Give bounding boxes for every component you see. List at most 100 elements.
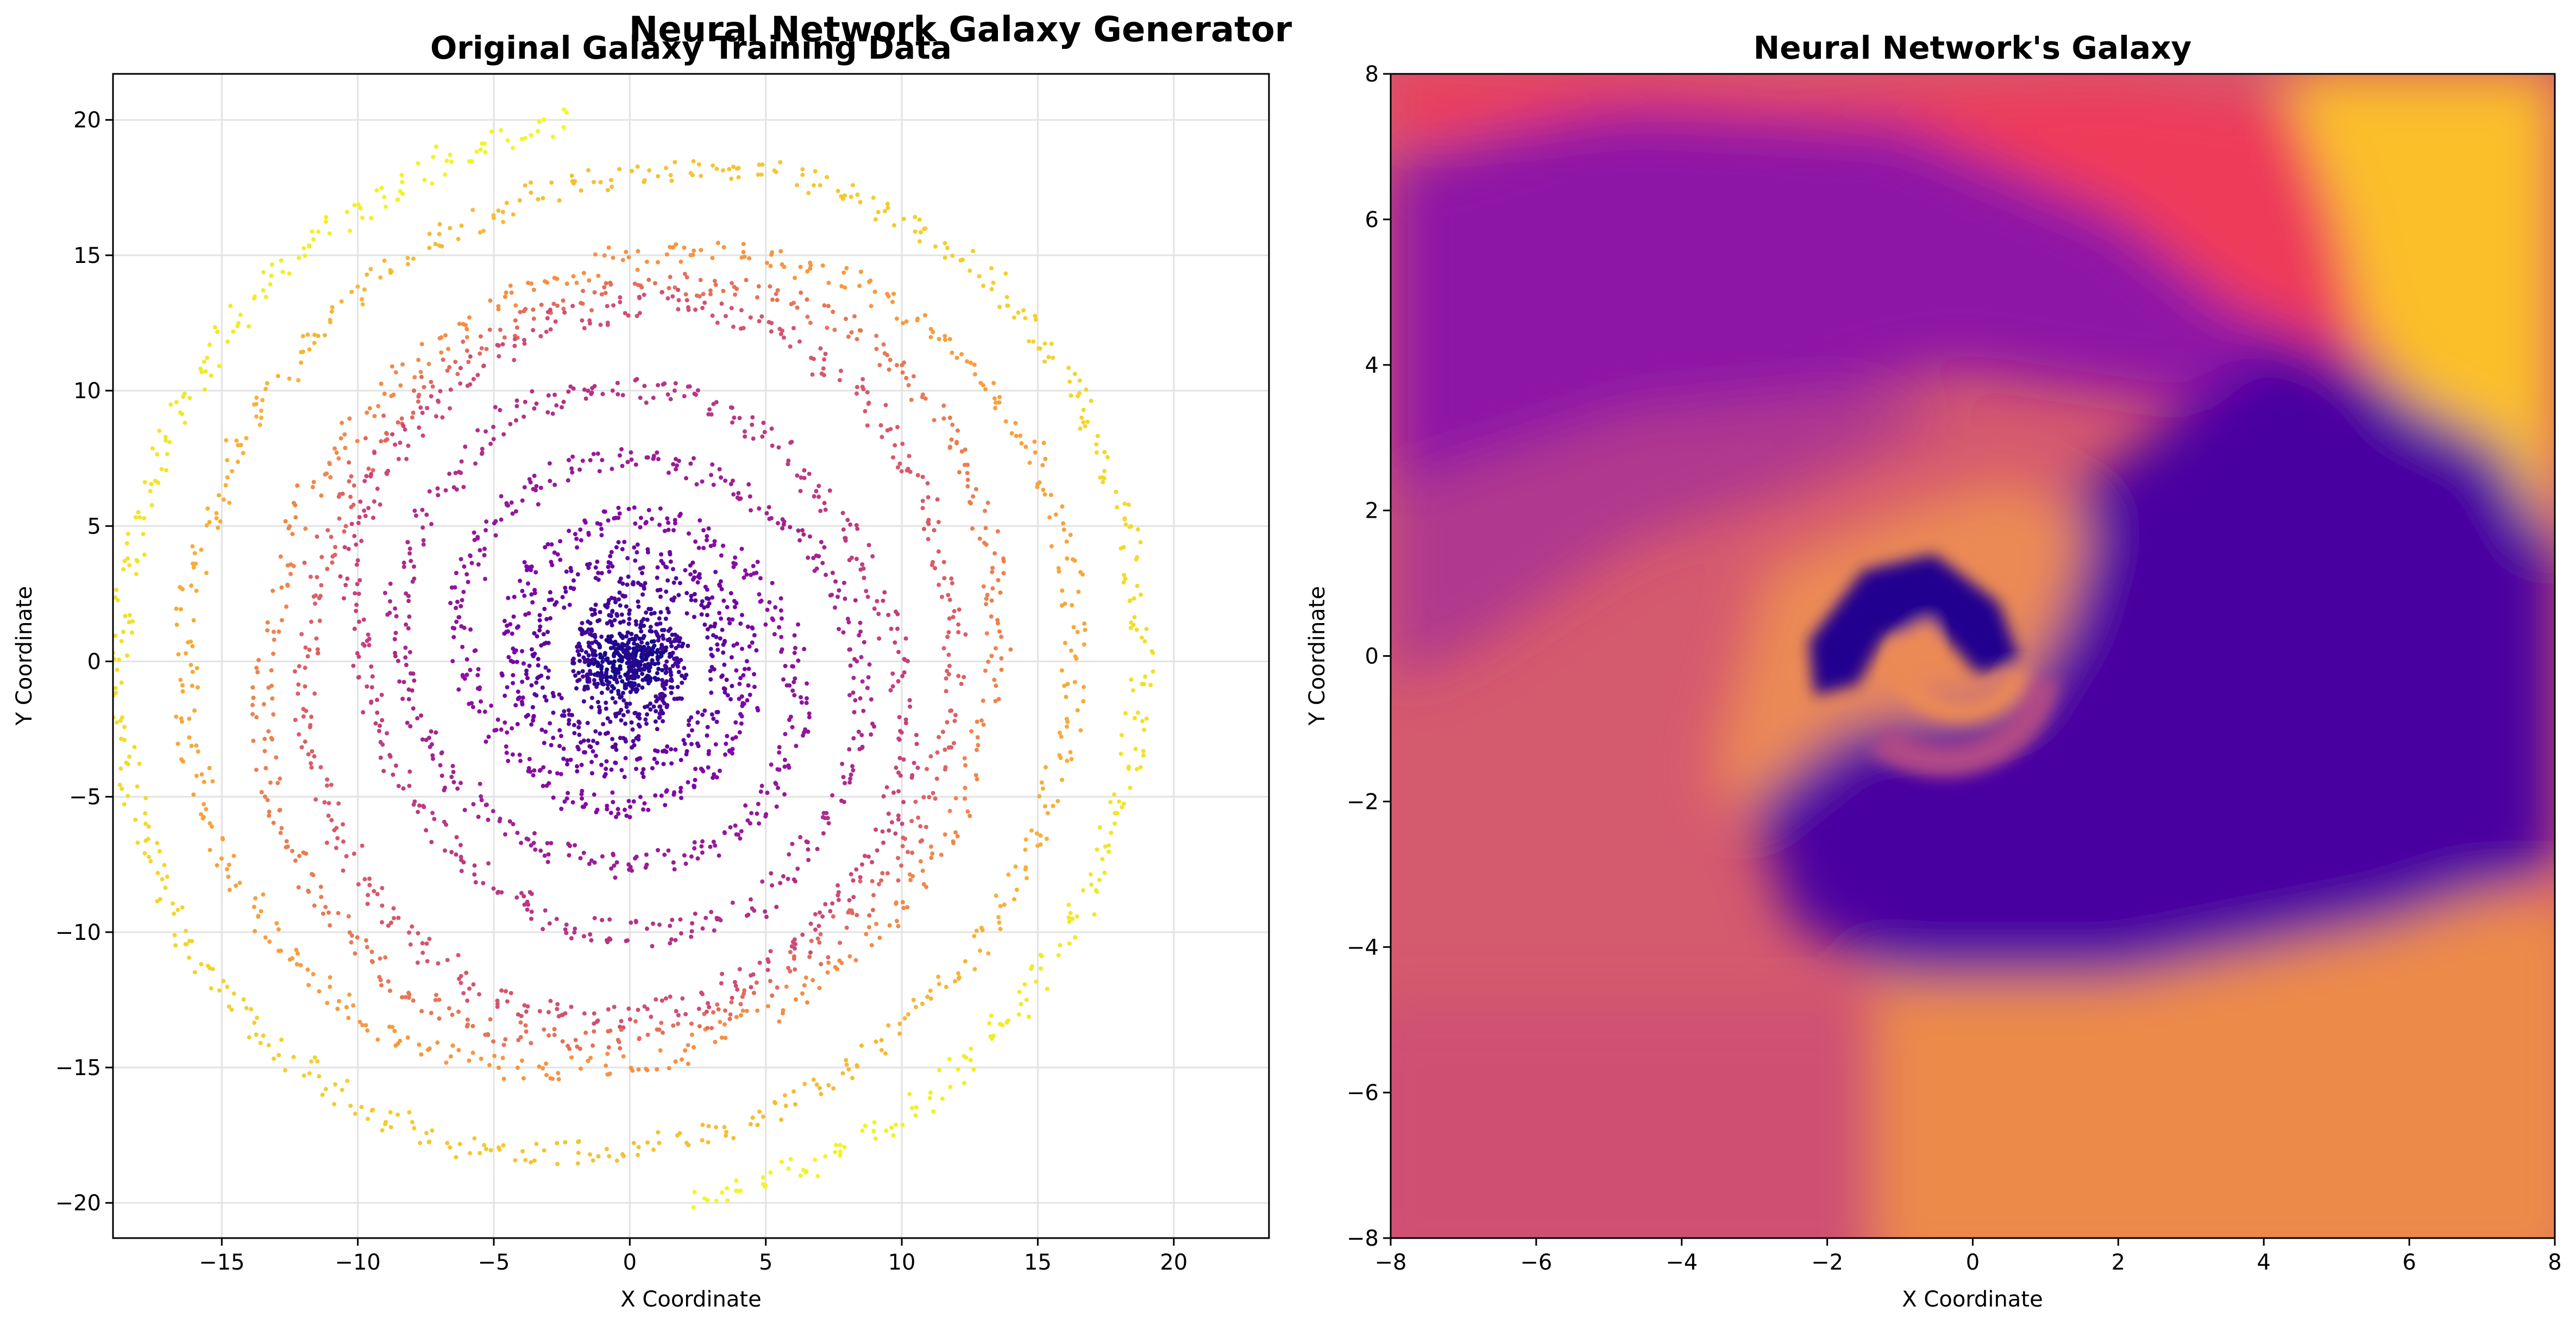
scatter-point xyxy=(580,789,585,794)
scatter-point xyxy=(503,1037,508,1042)
scatter-point xyxy=(420,433,425,438)
scatter-point xyxy=(997,629,1002,634)
scatter-point xyxy=(552,550,557,555)
scatter-point xyxy=(412,564,417,569)
scatter-point xyxy=(156,480,161,485)
scatter-point xyxy=(557,744,562,749)
scatter-point xyxy=(522,902,527,907)
scatter-point xyxy=(548,590,552,595)
scatter-point xyxy=(142,480,147,485)
scatter-point xyxy=(849,194,853,199)
scatter-point xyxy=(675,463,680,468)
scatter-point xyxy=(472,872,477,877)
scatter-point xyxy=(468,1151,473,1156)
scatter-point xyxy=(335,836,340,840)
scatter-point xyxy=(616,505,621,510)
scatter-point xyxy=(351,503,356,507)
scatter-point xyxy=(666,470,671,475)
scatter-point xyxy=(458,781,463,786)
scatter-point xyxy=(355,558,360,563)
scatter-point xyxy=(820,561,825,566)
scatter-point xyxy=(542,606,547,611)
scatter-point xyxy=(333,545,338,550)
scatter-point xyxy=(684,673,689,677)
scatter-point xyxy=(1067,919,1072,924)
scatter-point xyxy=(843,193,847,198)
scatter-point xyxy=(953,979,958,984)
scatter-point xyxy=(309,765,314,770)
scatter-point xyxy=(655,1067,659,1072)
scatter-point xyxy=(1070,603,1075,608)
scatter-point xyxy=(458,381,463,386)
scatter-point xyxy=(482,709,487,714)
scatter-point xyxy=(918,839,923,844)
scatter-point xyxy=(347,460,351,465)
scatter-point xyxy=(476,814,481,819)
scatter-point xyxy=(688,461,693,466)
scatter-point xyxy=(963,796,967,801)
scatter-point xyxy=(1006,303,1010,308)
scatter-point xyxy=(722,1008,727,1013)
scatter-point xyxy=(343,582,348,587)
scatter-point xyxy=(855,192,860,197)
scatter-point xyxy=(730,281,734,286)
scatter-point xyxy=(468,627,473,632)
scatter-point xyxy=(1065,719,1070,724)
scatter-point xyxy=(595,451,600,456)
y-tick-label: 20 xyxy=(73,108,101,133)
scatter-point xyxy=(659,290,664,294)
scatter-point xyxy=(724,1129,728,1134)
scatter-point xyxy=(688,171,693,175)
scatter-point xyxy=(518,1020,523,1025)
scatter-point xyxy=(747,494,752,499)
scatter-point xyxy=(656,667,661,671)
scatter-point xyxy=(429,394,433,399)
scatter-point xyxy=(606,1045,611,1050)
scatter-point xyxy=(577,720,582,725)
scatter-point xyxy=(464,348,469,353)
scatter-point xyxy=(1038,833,1043,838)
scatter-point xyxy=(502,693,507,698)
scatter-point xyxy=(626,1006,631,1011)
scatter-point xyxy=(840,511,845,516)
scatter-point xyxy=(1051,803,1055,808)
scatter-point xyxy=(676,459,681,463)
scatter-point xyxy=(356,882,361,887)
scatter-point xyxy=(539,727,544,732)
scatter-point xyxy=(572,930,577,935)
scatter-point xyxy=(600,854,605,859)
scatter-point xyxy=(351,483,356,488)
scatter-point xyxy=(519,840,524,845)
scatter-point xyxy=(360,302,365,307)
scatter-point xyxy=(623,739,628,744)
scatter-point xyxy=(278,808,282,813)
scatter-point xyxy=(890,671,895,676)
scatter-point xyxy=(744,278,749,282)
scatter-point xyxy=(614,814,619,819)
scatter-point xyxy=(592,290,597,295)
scatter-point xyxy=(262,749,267,753)
scatter-point xyxy=(430,753,435,758)
scatter-point xyxy=(496,208,501,213)
scatter-point xyxy=(214,511,219,516)
scatter-point xyxy=(349,290,354,294)
scatter-point xyxy=(499,890,504,895)
x-tick-label: −8 xyxy=(1375,1250,1407,1275)
scatter-point xyxy=(992,551,997,556)
scatter-point xyxy=(638,525,643,530)
scatter-point xyxy=(862,853,867,858)
scatter-point xyxy=(635,164,640,169)
scatter-point xyxy=(744,913,749,918)
scatter-point xyxy=(653,719,658,724)
scatter-point xyxy=(575,572,580,577)
scatter-point xyxy=(660,647,665,652)
scatter-point xyxy=(767,600,772,605)
scatter-point xyxy=(945,635,950,639)
scatter-point xyxy=(585,673,589,677)
scatter-point xyxy=(856,729,861,734)
scatter-point xyxy=(501,1076,506,1081)
scatter-point xyxy=(564,281,569,286)
scatter-point xyxy=(1018,434,1023,438)
scatter-point xyxy=(514,404,519,409)
scatter-point xyxy=(466,360,471,365)
